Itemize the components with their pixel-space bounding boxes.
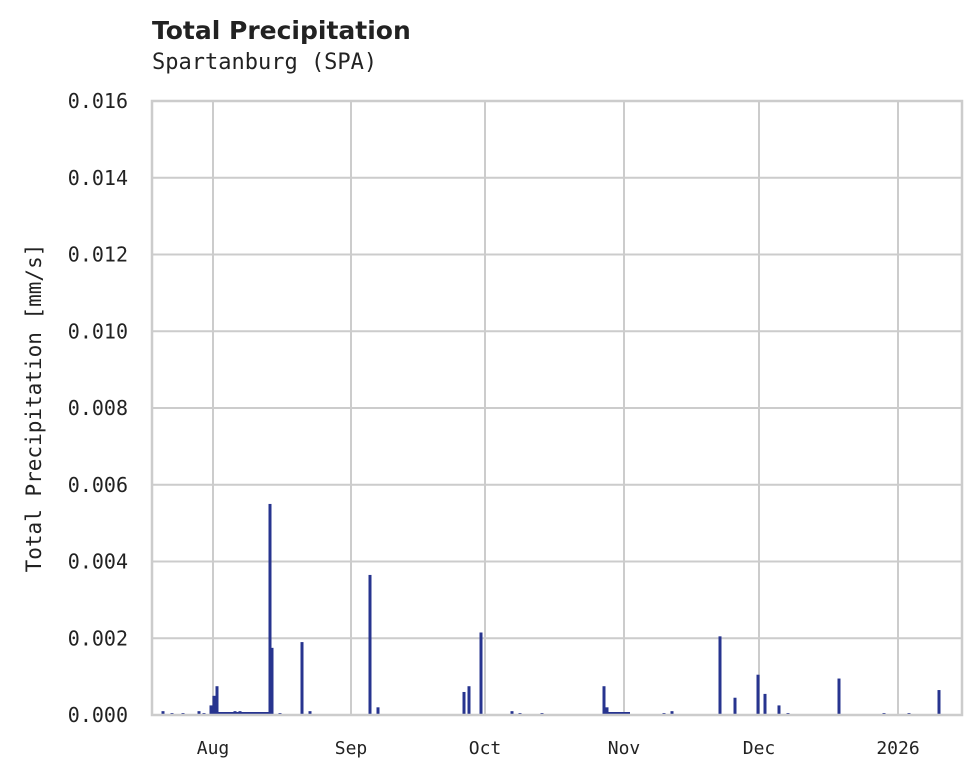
precip-bar xyxy=(376,707,380,715)
y-tick-label: 0.010 xyxy=(68,319,128,343)
precip-bar xyxy=(300,642,304,715)
plot-frame xyxy=(150,99,964,717)
precip-bar xyxy=(270,647,274,715)
precip-baseline xyxy=(604,712,630,715)
y-tick-label: 0.008 xyxy=(68,396,128,420)
precip-bar xyxy=(670,711,674,715)
y-tick-label: 0.000 xyxy=(68,703,128,727)
x-tick-label: Sep xyxy=(335,738,368,759)
precip-bar xyxy=(215,686,219,715)
precip-bar xyxy=(308,711,312,715)
precip-bar xyxy=(479,632,483,715)
precip-bar xyxy=(718,636,722,715)
x-tick-label: Oct xyxy=(469,738,502,759)
precip-bar xyxy=(777,705,781,715)
precip-bar xyxy=(602,686,606,715)
precip-bar xyxy=(161,711,165,715)
x-tick-label: 2026 xyxy=(876,738,919,759)
chart-title: Total Precipitation xyxy=(152,16,411,45)
x-tick-label: Dec xyxy=(743,738,776,759)
precip-bar xyxy=(209,705,213,715)
chart-subtitle: Spartanburg (SPA) xyxy=(152,50,378,75)
precip-bar xyxy=(763,693,767,715)
x-tick-label: Aug xyxy=(197,738,230,759)
y-tick-label: 0.004 xyxy=(68,550,128,574)
precip-bar xyxy=(462,691,466,715)
y-tick-label: 0.016 xyxy=(68,89,128,113)
precip-bar xyxy=(268,503,272,715)
precip-bar xyxy=(733,697,737,715)
precip-bar xyxy=(510,711,514,715)
y-tick-label: 0.012 xyxy=(68,243,128,267)
precip-bar xyxy=(368,574,372,715)
precip-bar xyxy=(605,707,609,715)
precip-bar xyxy=(467,686,471,715)
precip-bar xyxy=(837,678,841,715)
y-tick-label: 0.002 xyxy=(68,626,128,650)
precip-bar xyxy=(212,695,216,715)
precip-bar xyxy=(937,690,941,715)
precip-bar xyxy=(756,674,760,715)
x-tick-label: Nov xyxy=(608,738,641,759)
y-tick-label: 0.006 xyxy=(68,473,128,497)
precip-bar xyxy=(197,711,201,715)
y-tick-label: 0.014 xyxy=(68,166,128,190)
precip-baseline xyxy=(214,712,270,715)
